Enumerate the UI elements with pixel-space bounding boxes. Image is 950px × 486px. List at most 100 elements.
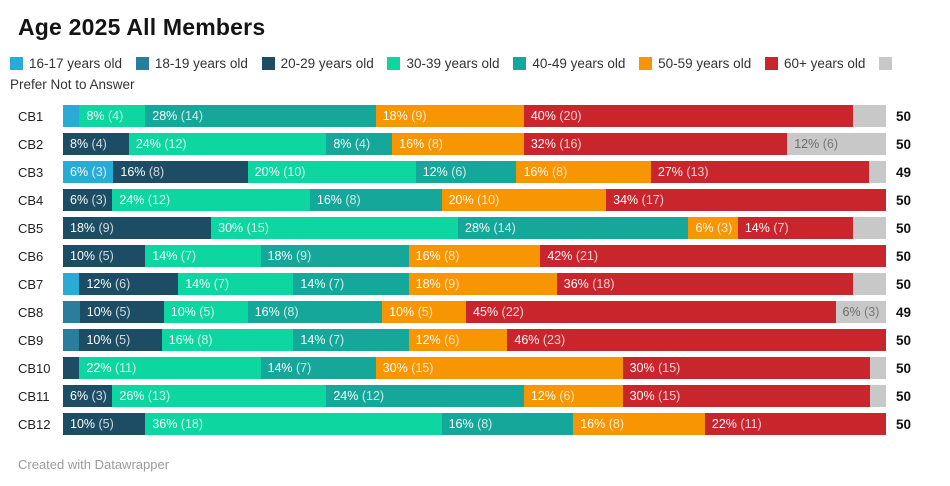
bar-track: 12% (6) 14% (7) 14% (7) 18% (9) 36% (18): [63, 273, 886, 295]
bar-segment: 10% (5): [79, 301, 164, 323]
legend-item: Prefer Not to Answer: [10, 56, 898, 92]
legend-swatch-icon: [764, 57, 778, 70]
bar-segment: 10% (5): [63, 413, 146, 435]
bar-row: CB7 12% (6) 14% (7) 14% (7) 18% (9) 36% (18) 5…: [18, 273, 932, 295]
bar-segment: 12% (6): [787, 133, 886, 155]
row-total: 49: [896, 164, 912, 180]
bar-track: 10% (5) 36% (18) 16% (8) 16% (8) 22% (11): [63, 413, 886, 435]
bar-segment: [853, 273, 886, 295]
bar-segment: 12% (6): [415, 161, 517, 183]
bar-segment: 36% (18): [145, 413, 442, 435]
legend-label: 60+ years old: [783, 56, 866, 71]
legend-label: Prefer Not to Answer: [10, 77, 135, 92]
bar-segment: 30% (15): [622, 357, 870, 379]
legend-item: 40-49 years old: [513, 56, 625, 71]
bar-segment: 40% (20): [523, 105, 854, 127]
bar-segment: [63, 105, 80, 127]
bar-segment: 27% (13): [650, 161, 870, 183]
bar-segment: 6% (3): [688, 217, 738, 239]
bar-track: 8% (4) 28% (14) 18% (9) 40% (20): [63, 105, 886, 127]
row-label: CB7: [18, 276, 44, 292]
bar-segment: 42% (21): [540, 245, 886, 267]
row-total: 50: [896, 332, 912, 348]
bar-segment: 22% (11): [79, 357, 261, 379]
bar-segment: 12% (6): [523, 385, 623, 407]
bar-row: CB5 18% (9) 30% (15) 28% (14) 6% (3) 14% (7) 5…: [18, 217, 932, 239]
row-total: 50: [896, 108, 912, 124]
legend-item: 18-19 years old: [135, 56, 248, 71]
bar-segment: 34% (17): [606, 189, 886, 211]
bar-row: CB10 22% (11) 14% (7) 30% (15) 30% (15) 50: [18, 357, 932, 379]
chart-page: Age 2025 All Members 16-17 years old 18-…: [10, 14, 932, 435]
row-total: 50: [896, 220, 912, 236]
bar-row: CB1 8% (4) 28% (14) 18% (9) 40% (20) 50: [18, 105, 932, 127]
credit-footer: Created with Datawrapper: [18, 457, 170, 472]
bar-segment: 16% (8): [441, 413, 574, 435]
bar-segment: 14% (7): [178, 273, 294, 295]
bar-track: 22% (11) 14% (7) 30% (15) 30% (15): [63, 357, 886, 379]
bar-row: CB11 6% (3) 26% (13) 24% (12) 12% (6) 30% (15…: [18, 385, 932, 407]
legend-label: 40-49 years old: [532, 56, 626, 71]
bar-segment: 30% (15): [211, 217, 459, 239]
legend-swatch-icon: [879, 57, 893, 70]
bar-segment: 10% (5): [163, 301, 248, 323]
legend-swatch-icon: [639, 57, 653, 70]
row-label: CB8: [18, 304, 44, 320]
row-total: 50: [896, 360, 912, 376]
legend-item: 50-59 years old: [639, 56, 751, 71]
row-label: CB11: [18, 388, 50, 404]
legend-item: 20-29 years old: [261, 56, 374, 71]
bar-segment: 14% (7): [145, 245, 261, 267]
bar-segment: 10% (5): [382, 301, 467, 323]
legend-label: 20-29 years old: [280, 56, 374, 71]
bar-segment: 18% (9): [408, 273, 557, 295]
bar-segment: 18% (9): [63, 217, 212, 239]
bar-segment: 32% (16): [523, 133, 788, 155]
bar-row: CB8 10% (5) 10% (5) 16% (8) 10% (5) 45% (22) 6…: [18, 301, 932, 323]
bar-segment: 8% (4): [79, 105, 146, 127]
bar-segment: [853, 105, 886, 127]
bar-segment: [63, 357, 80, 379]
bar-segment: 16% (8): [573, 413, 705, 435]
bar-row: CB3 6% (3) 16% (8) 20% (10) 12% (6) 16% (8) 27…: [18, 161, 932, 183]
row-total: 50: [896, 276, 912, 292]
bar-segment: 24% (12): [112, 189, 310, 211]
bar-row: CB12 10% (5) 36% (18) 16% (8) 16% (8) 22% (11…: [18, 413, 932, 435]
bar-segment: 24% (12): [128, 133, 327, 155]
bar-segment: 16% (8): [516, 161, 651, 183]
bar-row: CB4 6% (3) 24% (12) 16% (8) 20% (10) 34% (17)…: [18, 189, 932, 211]
legend-swatch-icon: [10, 57, 23, 70]
bar-segment: 20% (10): [247, 161, 416, 183]
bar-row: CB9 10% (5) 16% (8) 14% (7) 12% (6) 46% (23) 5…: [18, 329, 932, 351]
bar-segment: [853, 217, 886, 239]
bar-track: 18% (9) 30% (15) 28% (14) 6% (3) 14% (7): [63, 217, 886, 239]
bar-segment: 36% (18): [556, 273, 854, 295]
bar-segment: [869, 161, 886, 183]
page-title: Age 2025 All Members: [18, 14, 266, 40]
bar-segment: [63, 273, 80, 295]
row-total: 50: [896, 388, 912, 404]
bar-segment: 30% (15): [622, 385, 870, 407]
bar-row: CB6 10% (5) 14% (7) 18% (9) 16% (8) 42% (21) 5…: [18, 245, 932, 267]
bar-segment: 16% (8): [408, 245, 541, 267]
bar-segment: 24% (12): [326, 385, 524, 407]
bar-segment: 14% (7): [293, 329, 409, 351]
legend-swatch-icon: [261, 57, 275, 70]
row-total: 50: [896, 192, 912, 208]
row-label: CB1: [18, 108, 44, 124]
bar-track: 8% (4) 24% (12) 8% (4) 16% (8) 32% (16) 12% (…: [63, 133, 886, 155]
bar-segment: 12% (6): [408, 329, 508, 351]
legend-label: 30-39 years old: [406, 56, 500, 71]
bar-segment: [63, 301, 80, 323]
bar-segment: 16% (8): [392, 133, 524, 155]
bar-segment: 28% (14): [458, 217, 689, 239]
row-total: 49: [896, 304, 912, 320]
bar-segment: 26% (13): [112, 385, 327, 407]
row-label: CB2: [18, 136, 44, 152]
bar-segment: [869, 385, 886, 407]
bar-segment: 6% (3): [63, 385, 113, 407]
legend-item: 60+ years old: [764, 56, 866, 71]
bar-segment: 16% (8): [247, 301, 383, 323]
bar-segment: 46% (23): [507, 329, 886, 351]
row-label: CB12: [18, 416, 51, 432]
